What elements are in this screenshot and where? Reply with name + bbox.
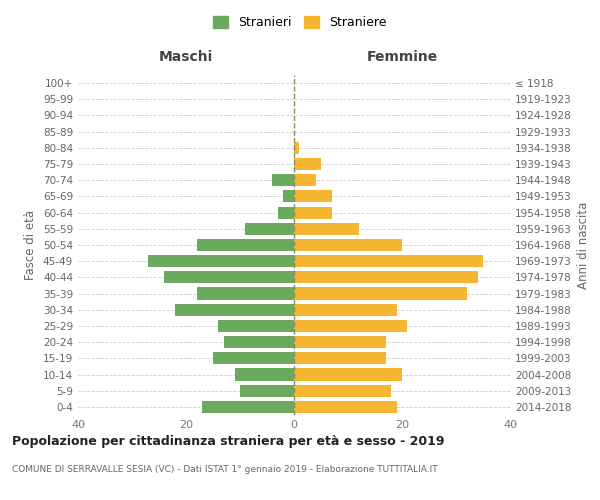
- Bar: [213, 352, 294, 364]
- Y-axis label: Fasce di età: Fasce di età: [25, 210, 37, 280]
- Bar: [240, 384, 294, 397]
- Bar: [294, 320, 407, 332]
- Bar: [294, 255, 483, 268]
- Bar: [294, 206, 332, 218]
- Bar: [294, 352, 386, 364]
- Bar: [202, 401, 294, 413]
- Bar: [197, 239, 294, 251]
- Text: Popolazione per cittadinanza straniera per età e sesso - 2019: Popolazione per cittadinanza straniera p…: [12, 435, 445, 448]
- Text: Femmine: Femmine: [367, 50, 437, 64]
- Bar: [294, 384, 391, 397]
- Bar: [294, 190, 332, 202]
- Bar: [278, 206, 294, 218]
- Bar: [175, 304, 294, 316]
- Bar: [218, 320, 294, 332]
- Text: Maschi: Maschi: [159, 50, 213, 64]
- Bar: [148, 255, 294, 268]
- Bar: [164, 272, 294, 283]
- Legend: Stranieri, Straniere: Stranieri, Straniere: [208, 11, 392, 34]
- Bar: [294, 368, 402, 380]
- Bar: [294, 336, 386, 348]
- Text: COMUNE DI SERRAVALLE SESIA (VC) - Dati ISTAT 1° gennaio 2019 - Elaborazione TUTT: COMUNE DI SERRAVALLE SESIA (VC) - Dati I…: [12, 465, 437, 474]
- Bar: [272, 174, 294, 186]
- Bar: [294, 158, 321, 170]
- Bar: [294, 142, 299, 154]
- Y-axis label: Anni di nascita: Anni di nascita: [577, 202, 590, 288]
- Bar: [294, 222, 359, 235]
- Bar: [294, 288, 467, 300]
- Bar: [235, 368, 294, 380]
- Bar: [294, 304, 397, 316]
- Bar: [294, 272, 478, 283]
- Bar: [197, 288, 294, 300]
- Bar: [224, 336, 294, 348]
- Bar: [294, 239, 402, 251]
- Bar: [283, 190, 294, 202]
- Bar: [245, 222, 294, 235]
- Bar: [294, 174, 316, 186]
- Bar: [294, 401, 397, 413]
